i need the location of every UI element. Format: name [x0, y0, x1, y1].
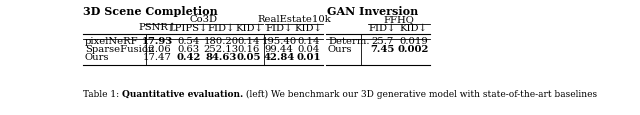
Text: (left) We benchmark our 3D generative model with state-of-the-art baselines: (left) We benchmark our 3D generative mo… [243, 89, 598, 98]
Text: 0.002: 0.002 [397, 45, 429, 53]
Text: 0.05: 0.05 [237, 52, 261, 61]
Text: 0.63: 0.63 [177, 45, 200, 53]
Text: 0.14: 0.14 [237, 37, 260, 46]
Text: 0.14: 0.14 [298, 37, 320, 46]
Text: PSNR↑: PSNR↑ [138, 23, 177, 32]
Text: KID↓: KID↓ [399, 23, 427, 32]
Text: 0.54: 0.54 [177, 37, 200, 46]
Text: 0.01: 0.01 [296, 52, 321, 61]
Text: 84.63: 84.63 [205, 52, 237, 61]
Text: 0.04: 0.04 [298, 45, 320, 53]
Text: 252.13: 252.13 [204, 45, 239, 53]
Text: 17.93: 17.93 [142, 37, 173, 46]
Text: Co3D: Co3D [189, 15, 217, 24]
Text: Determ.: Determ. [328, 37, 369, 46]
Text: Table 1:: Table 1: [83, 89, 122, 98]
Text: KID↓: KID↓ [294, 23, 323, 32]
Text: GAN Inversion: GAN Inversion [327, 6, 419, 17]
Text: 99.44: 99.44 [265, 45, 294, 53]
Text: FID↓: FID↓ [207, 23, 235, 32]
Text: 12.06: 12.06 [143, 45, 172, 53]
Text: RealEstate10k: RealEstate10k [257, 15, 331, 24]
Text: FID↓: FID↓ [266, 23, 293, 32]
Text: 0.16: 0.16 [238, 45, 260, 53]
Text: FID↓: FID↓ [369, 23, 396, 32]
Text: 25.7: 25.7 [371, 37, 394, 46]
Text: pixelNeRF: pixelNeRF [84, 37, 138, 46]
Text: Quantitative evaluation.: Quantitative evaluation. [122, 89, 243, 98]
Text: FFHQ: FFHQ [384, 15, 415, 24]
Text: 0.42: 0.42 [176, 52, 201, 61]
Text: 0.019: 0.019 [399, 37, 428, 46]
Text: 195.40: 195.40 [262, 37, 297, 46]
Text: SparseFusion: SparseFusion [84, 45, 154, 53]
Text: Ours: Ours [328, 45, 353, 53]
Text: 180.20: 180.20 [204, 37, 239, 46]
Text: 17.47: 17.47 [143, 52, 172, 61]
Text: 3D Scene Completion: 3D Scene Completion [83, 6, 218, 17]
Text: Ours: Ours [84, 52, 109, 61]
Text: LPIPS↓: LPIPS↓ [169, 23, 208, 32]
Text: 7.45: 7.45 [370, 45, 394, 53]
Text: KID↓: KID↓ [235, 23, 263, 32]
Text: 42.84: 42.84 [264, 52, 295, 61]
